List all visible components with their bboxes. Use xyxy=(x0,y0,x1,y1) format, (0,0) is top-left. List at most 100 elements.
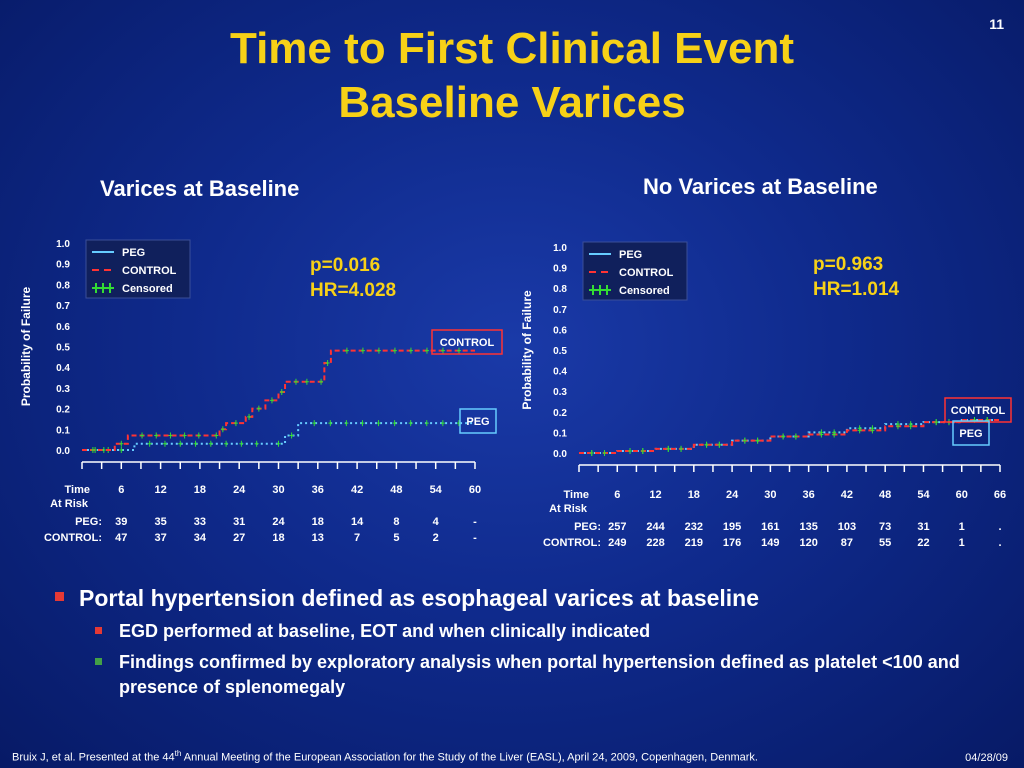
censored-mark xyxy=(376,420,381,427)
censored-mark xyxy=(196,432,201,439)
hazard-ratio: HR=4.028 xyxy=(310,280,396,301)
legend-entry: PEG xyxy=(619,249,642,261)
censored-mark xyxy=(895,423,900,430)
censored-mark xyxy=(424,347,429,354)
censored-mark xyxy=(279,389,284,396)
bullet-sub-1-text: EGD performed at baseline, EOT and when … xyxy=(119,621,651,641)
y-tick-label: 0.2 xyxy=(553,408,567,419)
censored-mark xyxy=(755,437,760,444)
risk-table-time: 30 xyxy=(764,489,776,501)
peg-label: PEG xyxy=(466,416,489,428)
risk-table-value: 31 xyxy=(917,521,929,533)
risk-table-value: 22 xyxy=(917,537,929,549)
censored-mark xyxy=(456,347,461,354)
risk-table-value: 14 xyxy=(351,516,364,528)
risk-table-time: 66 xyxy=(994,489,1006,501)
risk-table-value: 244 xyxy=(646,521,665,533)
censored-mark xyxy=(254,440,259,447)
risk-table-time: 60 xyxy=(469,484,481,496)
bullet-main-text: Portal hypertension defined as esophagea… xyxy=(79,585,760,611)
y-tick-label: 0.1 xyxy=(553,428,567,439)
left-km-chart: Probability of Failure 0.0 0.1 0.2 0.3 0.4 0.5… xyxy=(19,239,503,544)
censored-mark xyxy=(328,420,333,427)
censored-mark xyxy=(119,447,124,453)
risk-table-time: 18 xyxy=(194,484,206,496)
risk-table-time: 36 xyxy=(312,484,324,496)
y-tick-label: 0.0 xyxy=(56,446,70,457)
risk-table-value: 219 xyxy=(685,537,703,549)
censored-mark xyxy=(832,431,837,438)
censored-mark xyxy=(247,413,252,420)
risk-table-atrisk-header: At Risk xyxy=(549,503,588,515)
risk-table-time: 48 xyxy=(879,489,891,501)
bullet-list: Portal hypertension defined as esophagea… xyxy=(55,583,1005,700)
peg-label: PEG xyxy=(959,428,982,440)
bullet-main: Portal hypertension defined as esophagea… xyxy=(55,583,1005,613)
risk-table-value: 161 xyxy=(761,521,779,533)
risk-table-time: 18 xyxy=(688,489,700,501)
risk-table-time: 42 xyxy=(351,484,363,496)
hazard-ratio: HR=1.014 xyxy=(813,279,900,300)
bullet-square-icon xyxy=(95,627,102,634)
y-tick-label: 0.5 xyxy=(553,346,567,357)
censored-mark xyxy=(90,447,95,453)
risk-table-time-header: Time xyxy=(564,489,589,501)
censored-mark xyxy=(870,427,875,434)
censored-mark xyxy=(440,420,445,427)
risk-table-time: 6 xyxy=(614,489,620,501)
risk-table-time: 6 xyxy=(118,484,124,496)
risk-table-row-label: PEG: xyxy=(574,521,601,533)
censored-mark xyxy=(239,440,244,447)
censored-mark xyxy=(908,423,913,430)
censored-mark xyxy=(325,360,330,367)
risk-table-value: 34 xyxy=(194,532,207,544)
footer-pre: Bruix J, et al. Presented at the 44 xyxy=(12,752,175,764)
risk-table-value: 232 xyxy=(685,521,703,533)
censored-mark xyxy=(679,445,684,452)
censored-mark xyxy=(119,440,124,447)
y-tick-label: 0.4 xyxy=(553,367,567,378)
risk-table-value: . xyxy=(998,521,1001,533)
censored-mark xyxy=(140,432,145,439)
censored-mark xyxy=(589,450,594,456)
censored-mark xyxy=(319,378,324,385)
censored-mark xyxy=(704,441,709,448)
title-line-2: Baseline Varices xyxy=(338,78,686,127)
y-tick-label: 0.0 xyxy=(553,449,567,460)
legend-censored-swatch xyxy=(92,283,114,293)
risk-table-time: 54 xyxy=(917,489,930,501)
censored-mark xyxy=(276,440,281,447)
y-tick-label: 0.8 xyxy=(56,280,70,291)
censored-mark xyxy=(162,440,167,447)
risk-table-time: 12 xyxy=(154,484,166,496)
risk-table-value: - xyxy=(473,516,477,528)
y-tick-label: 1.0 xyxy=(553,243,567,254)
risk-table-value: 249 xyxy=(608,537,626,549)
censored-mark xyxy=(168,432,173,439)
censored-mark xyxy=(376,347,381,354)
legend-entry: CONTROL xyxy=(619,267,674,279)
censored-mark xyxy=(440,347,445,354)
risk-table-value: . xyxy=(998,537,1001,549)
y-axis-label: Probability of Failure xyxy=(19,287,33,407)
censored-mark xyxy=(293,378,298,385)
censored-mark xyxy=(344,347,349,354)
legend-entry: CONTROL xyxy=(122,265,177,277)
legend-entry: PEG xyxy=(122,247,145,259)
risk-table-value: 39 xyxy=(115,516,127,528)
censored-mark xyxy=(793,433,798,440)
censored-mark xyxy=(224,440,229,447)
risk-table-value: 27 xyxy=(233,532,245,544)
censored-mark xyxy=(101,447,106,453)
risk-table-value: 176 xyxy=(723,537,741,549)
slide-number: 11 xyxy=(989,16,1004,32)
peg-label-box xyxy=(952,420,990,446)
footer-date: 04/28/09 xyxy=(965,752,1008,764)
risk-table-atrisk-header: At Risk xyxy=(50,498,89,510)
y-tick-label: 0.5 xyxy=(56,343,70,354)
risk-table-value: 1 xyxy=(959,521,965,533)
legend-entry: Censored xyxy=(122,283,173,295)
bullet-square-icon xyxy=(55,592,64,601)
y-tick-label: 0.6 xyxy=(553,325,567,336)
censored-mark xyxy=(360,347,365,354)
